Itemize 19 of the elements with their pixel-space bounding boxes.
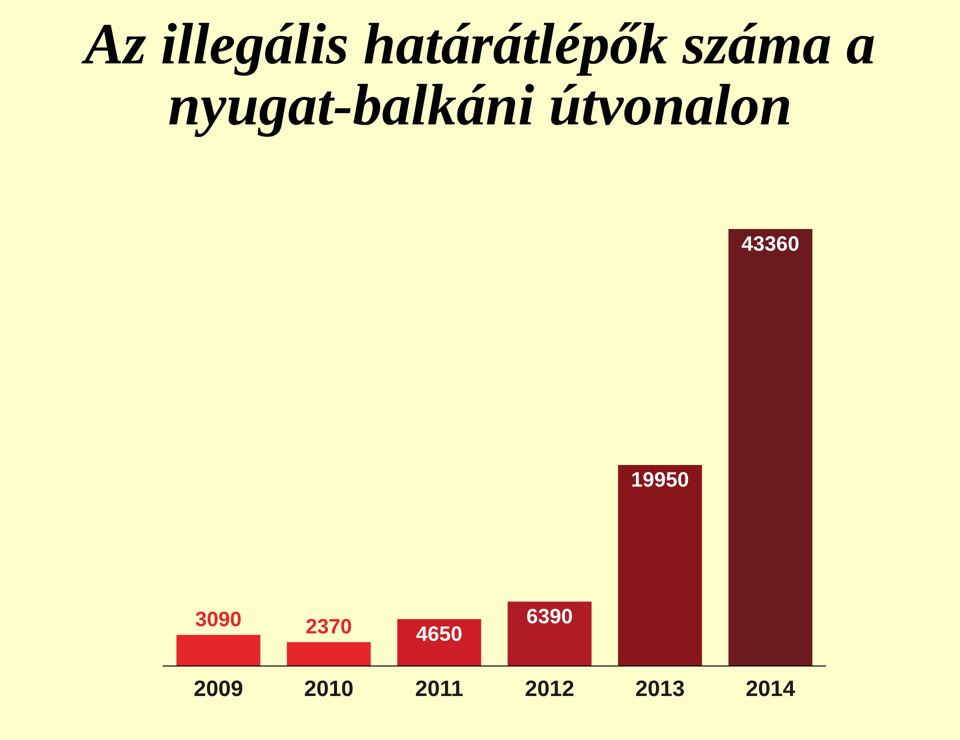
x-tick-label: 2013: [636, 680, 684, 696]
data-label: 2370: [306, 618, 352, 634]
data-label: 3090: [196, 612, 241, 626]
data-label: 19950: [632, 472, 688, 487]
data-label: 6390: [527, 608, 572, 624]
bar: [397, 619, 482, 666]
chart-title: Az illegális határátlépők száma a nyugat-balkáni útvonalon: [82, 22, 874, 137]
bar: [176, 634, 260, 666]
data-label: 4650: [416, 626, 462, 641]
x-tick-label: 2009: [194, 680, 242, 696]
bar: [618, 464, 702, 666]
x-tick-label: 2014: [746, 680, 795, 696]
x-tick-label: 2012: [526, 680, 574, 696]
bar: [286, 642, 371, 666]
x-tick-label: 2011: [416, 680, 463, 696]
bar: [728, 229, 812, 666]
data-label: 43360: [742, 236, 799, 251]
bar: [508, 602, 592, 666]
x-tick-label: 2010: [304, 680, 353, 696]
